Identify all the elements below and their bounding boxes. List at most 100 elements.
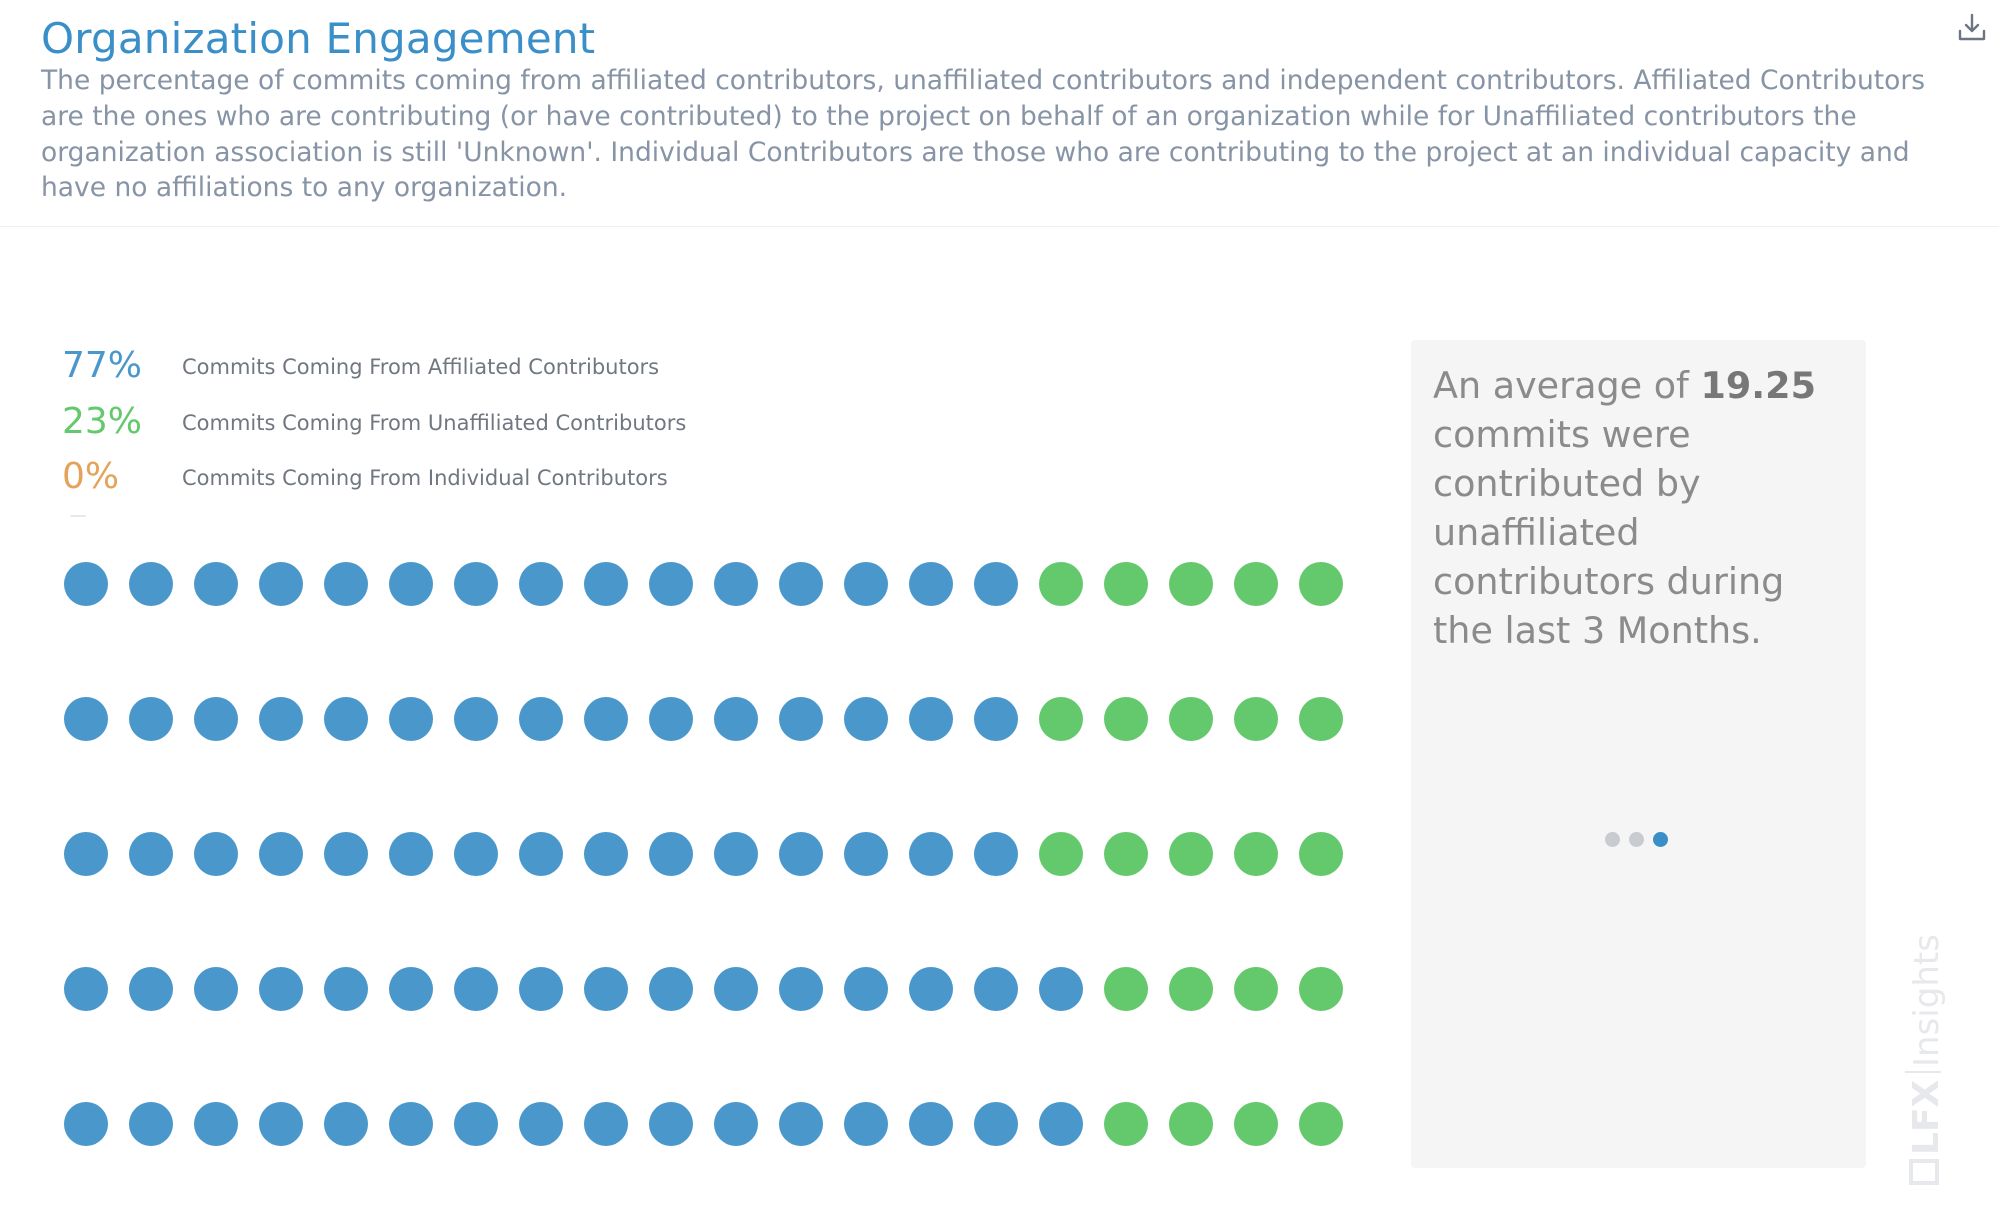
waffle-dot-affiliated (844, 697, 888, 741)
waffle-dot-unaffiliated (1104, 1102, 1148, 1146)
waffle-dot-affiliated (129, 1102, 173, 1146)
waffle-dot-affiliated (714, 832, 758, 876)
waffle-dot-affiliated (909, 697, 953, 741)
waffle-dot-affiliated (259, 1102, 303, 1146)
waffle-dot-affiliated (129, 697, 173, 741)
waffle-dot-unaffiliated (1169, 832, 1213, 876)
waffle-dot-unaffiliated (1169, 697, 1213, 741)
waffle-dot-affiliated (974, 832, 1018, 876)
waffle-dot-unaffiliated (1234, 697, 1278, 741)
legend-divider (70, 515, 86, 517)
waffle-dot-affiliated (649, 967, 693, 1011)
waffle-dot-affiliated (649, 562, 693, 606)
waffle-dot-affiliated (64, 967, 108, 1011)
waffle-dot-unaffiliated (1104, 832, 1148, 876)
waffle-dot-affiliated (909, 1102, 953, 1146)
download-icon[interactable] (1955, 10, 1989, 44)
waffle-dot-affiliated (129, 562, 173, 606)
waffle-dot-unaffiliated (1234, 832, 1278, 876)
waffle-dot-unaffiliated (1299, 967, 1343, 1011)
waffle-dot-unaffiliated (1234, 562, 1278, 606)
waffle-dot-affiliated (454, 967, 498, 1011)
waffle-dot-affiliated (389, 832, 433, 876)
waffle-dot-affiliated (519, 1102, 563, 1146)
summary-suffix: commits were contributed by unaffiliated… (1433, 413, 1785, 652)
waffle-dot-affiliated (389, 967, 433, 1011)
waffle-dot-affiliated (649, 1102, 693, 1146)
waffle-dot-affiliated (584, 697, 628, 741)
legend-percent: 0% (62, 456, 120, 497)
waffle-dot-affiliated (129, 832, 173, 876)
waffle-dot-affiliated (714, 562, 758, 606)
waffle-dot-affiliated (844, 562, 888, 606)
waffle-dot-unaffiliated (1039, 697, 1083, 741)
waffle-dot-affiliated (389, 1102, 433, 1146)
summary-value: 19.25 (1700, 364, 1816, 407)
waffle-dot-unaffiliated (1169, 1102, 1213, 1146)
waffle-dot-unaffiliated (1299, 1102, 1343, 1146)
legend-item-unaffiliated: 23% Commits Coming From Unaffiliated Con… (62, 401, 762, 451)
waffle-dot-affiliated (259, 697, 303, 741)
waffle-dot-affiliated (64, 562, 108, 606)
waffle-dot-affiliated (844, 832, 888, 876)
waffle-dot-affiliated (194, 832, 238, 876)
waffle-dot-affiliated (259, 832, 303, 876)
waffle-dot-affiliated (64, 697, 108, 741)
waffle-dot-unaffiliated (1234, 967, 1278, 1011)
carousel-dot[interactable] (1605, 832, 1620, 847)
waffle-dot-affiliated (974, 1102, 1018, 1146)
summary-prefix: An average of (1433, 364, 1701, 407)
waffle-dot-affiliated (584, 562, 628, 606)
waffle-dot-unaffiliated (1104, 697, 1148, 741)
widget-header: Organization Engagement The percentage o… (0, 0, 1999, 227)
waffle-dot-affiliated (779, 697, 823, 741)
waffle-dot-affiliated (454, 1102, 498, 1146)
waffle-dot-affiliated (1039, 967, 1083, 1011)
waffle-dot-unaffiliated (1234, 1102, 1278, 1146)
waffle-dot-affiliated (844, 967, 888, 1011)
waffle-dot-affiliated (974, 562, 1018, 606)
waffle-dot-unaffiliated (1299, 562, 1343, 606)
legend-label: Commits Coming From Affiliated Contribut… (182, 355, 660, 379)
waffle-dot-affiliated (649, 697, 693, 741)
legend-item-individual: 0% Commits Coming From Individual Contri… (62, 456, 762, 506)
waffle-dot-affiliated (64, 1102, 108, 1146)
waffle-dot-affiliated (454, 697, 498, 741)
waffle-dot-affiliated (909, 967, 953, 1011)
lfx-insights-logo: LFX Insights (1905, 934, 1947, 1185)
waffle-dot-affiliated (389, 562, 433, 606)
waffle-dot-unaffiliated (1169, 562, 1213, 606)
waffle-dot-unaffiliated (1104, 967, 1148, 1011)
waffle-dot-affiliated (454, 562, 498, 606)
svg-text:LFX: LFX (1906, 1079, 1947, 1155)
carousel-dot[interactable] (1629, 832, 1644, 847)
waffle-dot-unaffiliated (1169, 967, 1213, 1011)
waffle-dot-affiliated (519, 562, 563, 606)
waffle-dot-affiliated (454, 832, 498, 876)
waffle-dot-affiliated (64, 832, 108, 876)
widget-description: The percentage of commits coming from af… (41, 65, 1926, 204)
waffle-dot-unaffiliated (1299, 697, 1343, 741)
waffle-dot-affiliated (974, 967, 1018, 1011)
waffle-dot-affiliated (389, 697, 433, 741)
carousel-pagination (1605, 832, 1685, 852)
waffle-dot-affiliated (779, 562, 823, 606)
waffle-dot-affiliated (259, 562, 303, 606)
waffle-dot-affiliated (584, 967, 628, 1011)
legend-item-affiliated: 77% Commits Coming From Affiliated Contr… (62, 345, 762, 395)
waffle-dot-affiliated (584, 832, 628, 876)
waffle-dot-affiliated (779, 1102, 823, 1146)
waffle-dot-unaffiliated (1299, 832, 1343, 876)
waffle-dot-affiliated (714, 1102, 758, 1146)
waffle-dot-affiliated (194, 697, 238, 741)
waffle-dot-unaffiliated (1039, 832, 1083, 876)
waffle-dot-affiliated (714, 967, 758, 1011)
carousel-dot[interactable] (1653, 832, 1668, 847)
waffle-dot-affiliated (194, 967, 238, 1011)
waffle-dot-affiliated (519, 967, 563, 1011)
waffle-dot-affiliated (324, 562, 368, 606)
waffle-dot-affiliated (584, 1102, 628, 1146)
waffle-dot-unaffiliated (1104, 562, 1148, 606)
svg-text:Insights: Insights (1907, 934, 1947, 1067)
